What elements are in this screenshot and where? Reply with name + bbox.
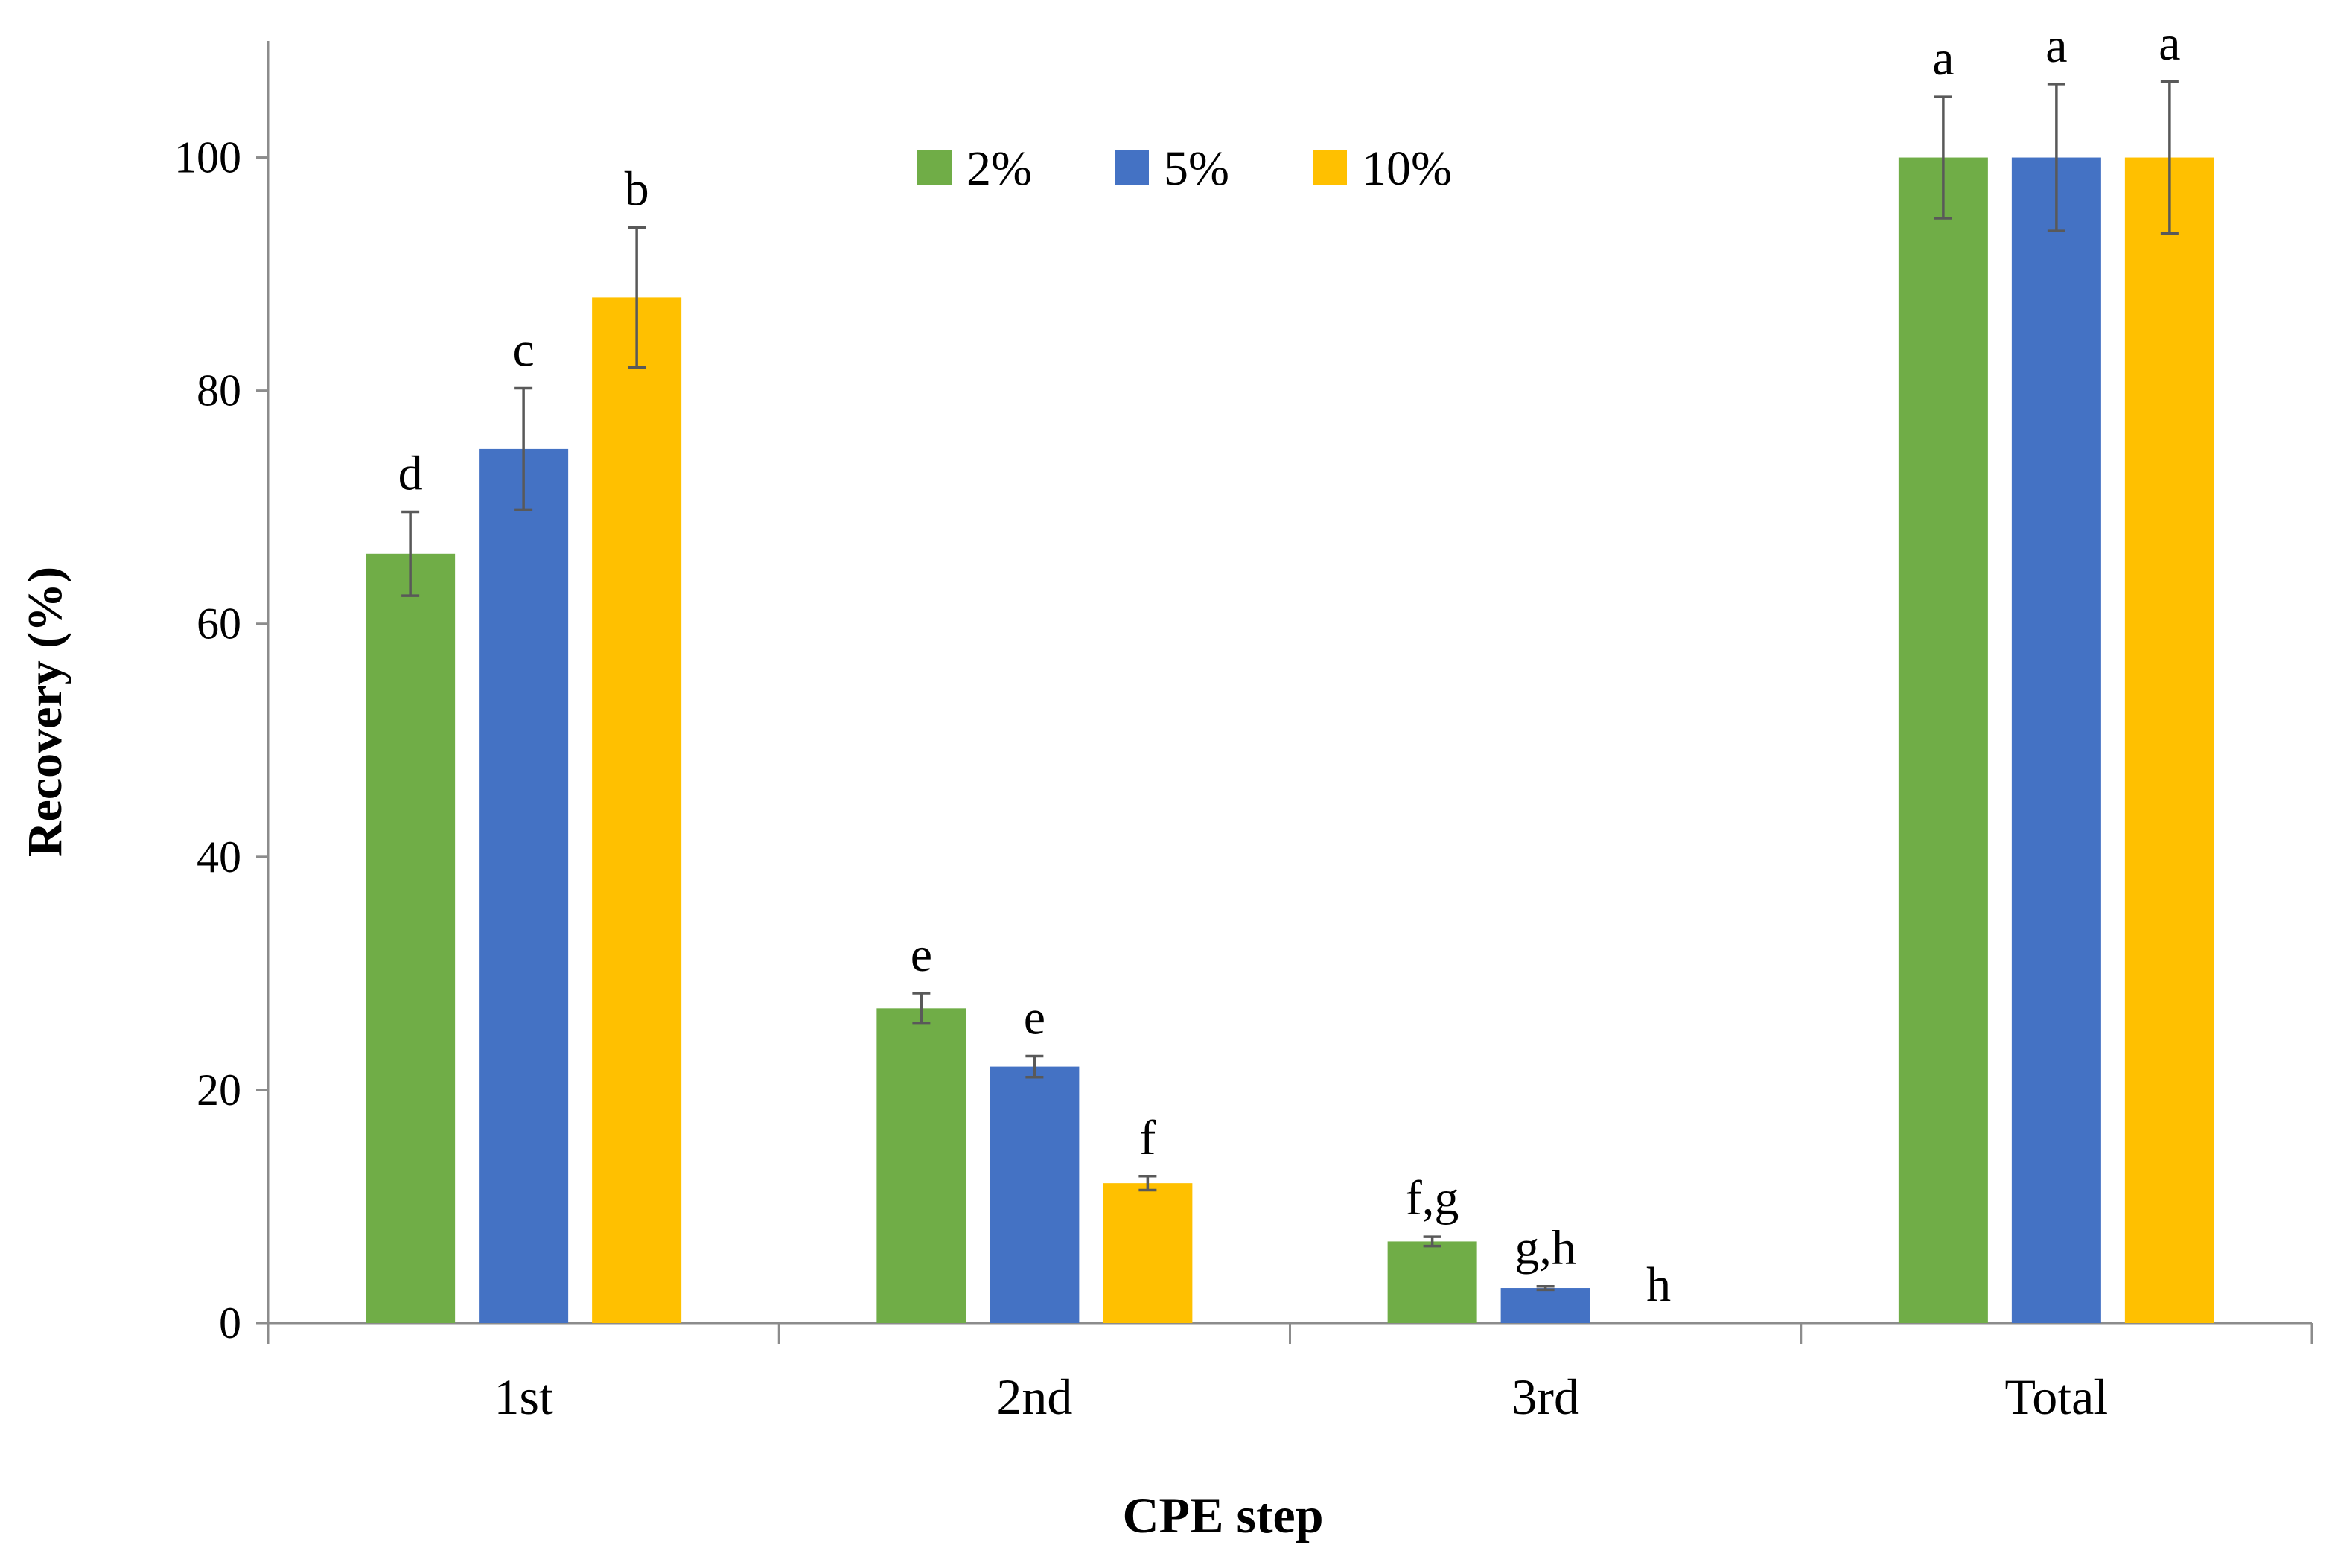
bar bbox=[592, 297, 682, 1323]
bar bbox=[479, 448, 569, 1323]
x-tick-label: 3rd bbox=[1511, 1368, 1579, 1425]
legend-label: 10% bbox=[1362, 141, 1452, 196]
significance-letter: b bbox=[625, 162, 649, 216]
bar bbox=[2124, 157, 2214, 1324]
legend-label: 2% bbox=[966, 141, 1032, 196]
bars bbox=[366, 157, 2214, 1324]
y-tick-label: 60 bbox=[197, 599, 241, 648]
axes: 0 20 40 60 80 100 1st 2nd 3rd Total bbox=[174, 41, 2313, 1425]
bar bbox=[1500, 1288, 1590, 1323]
bar bbox=[1387, 1241, 1477, 1323]
x-tick-label: 1st bbox=[494, 1368, 552, 1425]
x-axis-label: CPE step bbox=[1122, 1487, 1323, 1543]
x-tick-label: Total bbox=[2004, 1368, 2108, 1425]
bar bbox=[2011, 157, 2101, 1324]
bar bbox=[1898, 157, 1988, 1324]
y-axis-label: Recovery (%) bbox=[18, 567, 72, 857]
y-tick-label: 0 bbox=[219, 1298, 241, 1348]
y-tick-label: 100 bbox=[174, 133, 241, 182]
y-tick-label: 80 bbox=[197, 366, 241, 415]
significance-letter: e bbox=[911, 928, 932, 982]
significance-letters: d c b e e f f,g g,h h a a a bbox=[398, 16, 2181, 1312]
legend-label: 5% bbox=[1164, 141, 1229, 196]
significance-letter: c bbox=[512, 323, 534, 377]
error-bars bbox=[401, 80, 2179, 1292]
legend: 2% 5% 10% bbox=[917, 141, 1452, 196]
bar bbox=[1103, 1183, 1193, 1323]
y-tick-label: 40 bbox=[197, 832, 241, 882]
significance-letter: e bbox=[1024, 991, 1045, 1045]
significance-letter: h bbox=[1646, 1258, 1671, 1312]
bar bbox=[990, 1066, 1080, 1323]
legend-swatch bbox=[1115, 150, 1149, 185]
significance-letter: g,h bbox=[1514, 1221, 1576, 1275]
bar bbox=[876, 1008, 966, 1323]
x-tick-label: 2nd bbox=[996, 1368, 1072, 1425]
legend-swatch bbox=[917, 150, 952, 185]
bar bbox=[366, 553, 456, 1323]
significance-letter: a bbox=[2159, 16, 2180, 71]
legend-swatch bbox=[1313, 150, 1347, 185]
significance-letter: f bbox=[1139, 1111, 1156, 1165]
significance-letter: f,g bbox=[1406, 1171, 1459, 1226]
significance-letter: a bbox=[2045, 19, 2067, 73]
y-tick-label: 20 bbox=[197, 1065, 241, 1115]
significance-letter: a bbox=[1932, 31, 1954, 86]
significance-letter: d bbox=[398, 446, 423, 500]
